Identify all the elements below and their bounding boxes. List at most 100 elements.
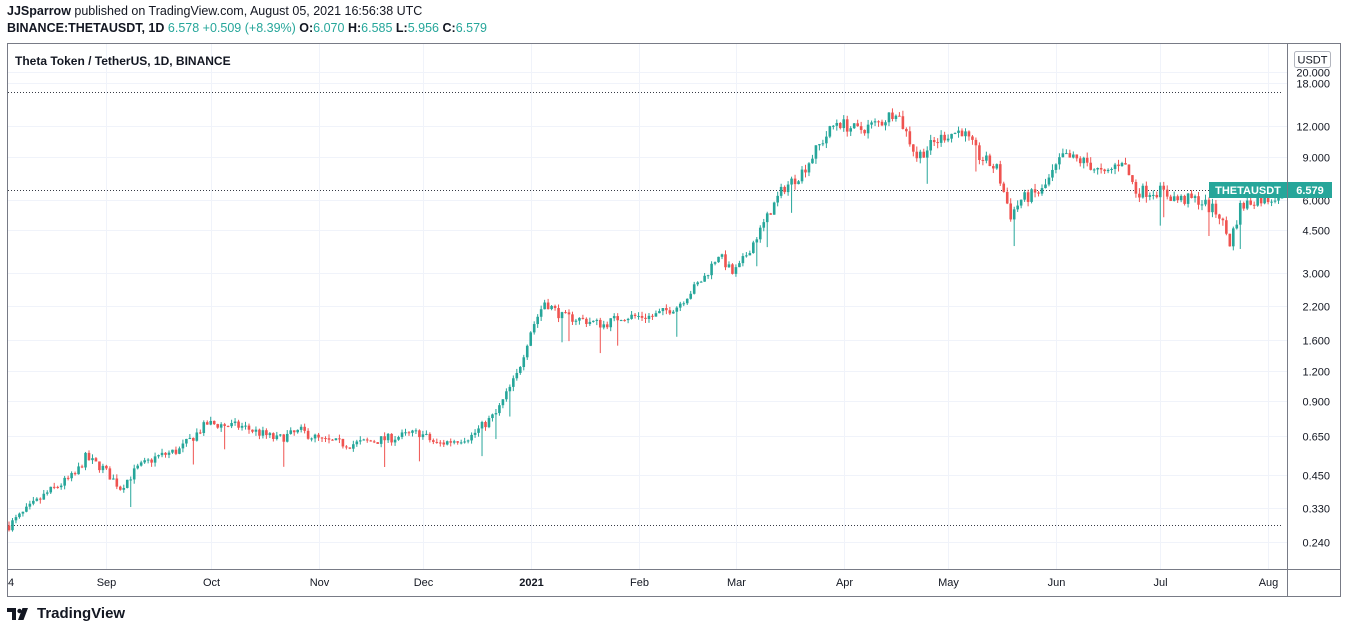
candle[interactable] bbox=[678, 301, 682, 312]
candle[interactable] bbox=[1145, 181, 1148, 203]
candle[interactable] bbox=[261, 426, 265, 439]
candle[interactable] bbox=[470, 432, 473, 444]
candle[interactable] bbox=[341, 438, 345, 449]
candle[interactable] bbox=[1197, 192, 1200, 210]
candle[interactable] bbox=[1005, 187, 1009, 205]
candle[interactable] bbox=[1228, 233, 1232, 247]
candle[interactable] bbox=[859, 121, 863, 134]
candle[interactable] bbox=[376, 441, 379, 444]
candle[interactable] bbox=[630, 311, 633, 320]
candle[interactable] bbox=[1089, 157, 1093, 171]
candle[interactable] bbox=[292, 430, 296, 436]
candle[interactable] bbox=[32, 496, 35, 506]
candle[interactable] bbox=[1221, 217, 1225, 226]
candle[interactable] bbox=[578, 317, 581, 325]
candle[interactable] bbox=[873, 118, 877, 127]
candle[interactable] bbox=[543, 299, 546, 310]
candle[interactable] bbox=[94, 456, 98, 462]
candle[interactable] bbox=[352, 440, 355, 452]
candle[interactable] bbox=[668, 306, 672, 316]
candle[interactable] bbox=[80, 464, 84, 469]
candle[interactable] bbox=[463, 437, 466, 444]
candle[interactable] bbox=[870, 120, 873, 129]
candle[interactable] bbox=[1245, 196, 1249, 211]
candle[interactable] bbox=[338, 434, 341, 444]
candle[interactable] bbox=[807, 162, 811, 177]
candle[interactable] bbox=[1193, 194, 1197, 203]
candle[interactable] bbox=[487, 415, 491, 429]
candle[interactable] bbox=[494, 408, 498, 440]
candle[interactable] bbox=[992, 163, 995, 174]
candle[interactable] bbox=[414, 428, 418, 434]
candle[interactable] bbox=[887, 111, 891, 127]
candle[interactable] bbox=[1019, 199, 1023, 209]
candle[interactable] bbox=[285, 430, 289, 443]
candle[interactable] bbox=[588, 317, 592, 326]
candle[interactable] bbox=[818, 143, 821, 151]
candle[interactable] bbox=[132, 464, 136, 484]
candle[interactable] bbox=[731, 263, 734, 275]
candle[interactable] bbox=[574, 318, 578, 326]
candle[interactable] bbox=[299, 424, 303, 433]
author-name[interactable]: JJSparrow bbox=[7, 4, 71, 18]
candle[interactable] bbox=[1058, 153, 1061, 170]
candle[interactable] bbox=[70, 471, 73, 482]
candle[interactable] bbox=[1190, 190, 1193, 199]
candle[interactable] bbox=[237, 419, 240, 430]
candle[interactable] bbox=[7, 521, 11, 532]
candle[interactable] bbox=[717, 256, 720, 263]
candle[interactable] bbox=[905, 127, 908, 137]
candle[interactable] bbox=[192, 437, 195, 465]
candle[interactable] bbox=[310, 437, 313, 442]
candle[interactable] bbox=[122, 484, 126, 493]
candle[interactable] bbox=[125, 479, 129, 489]
candle[interactable] bbox=[52, 482, 56, 490]
candle[interactable] bbox=[637, 312, 640, 320]
candle[interactable] bbox=[912, 144, 915, 157]
candle[interactable] bbox=[553, 304, 557, 311]
candle[interactable] bbox=[143, 457, 146, 464]
candle[interactable] bbox=[689, 290, 693, 300]
candle[interactable] bbox=[1026, 189, 1030, 207]
candle[interactable] bbox=[178, 446, 181, 455]
candle[interactable] bbox=[1204, 194, 1207, 207]
candle[interactable] bbox=[1270, 199, 1273, 207]
candle[interactable] bbox=[685, 298, 689, 306]
candle[interactable] bbox=[345, 445, 348, 450]
candle[interactable] bbox=[546, 298, 550, 310]
candle[interactable] bbox=[473, 429, 477, 438]
candle[interactable] bbox=[452, 439, 456, 445]
candle[interactable] bbox=[404, 428, 407, 436]
candle[interactable] bbox=[915, 146, 919, 162]
candle[interactable] bbox=[720, 253, 724, 260]
candle[interactable] bbox=[445, 440, 449, 446]
candle[interactable] bbox=[501, 399, 505, 409]
candle[interactable] bbox=[936, 138, 939, 149]
candle[interactable] bbox=[1110, 167, 1113, 174]
candle[interactable] bbox=[63, 475, 66, 490]
candle[interactable] bbox=[1152, 190, 1155, 200]
candle[interactable] bbox=[369, 439, 373, 442]
candle[interactable] bbox=[922, 148, 926, 158]
candle[interactable] bbox=[616, 313, 619, 346]
candle[interactable] bbox=[1082, 156, 1086, 169]
tradingview-brand[interactable]: TradingView bbox=[37, 605, 126, 622]
candle[interactable] bbox=[247, 423, 251, 434]
candle[interactable] bbox=[974, 137, 978, 172]
candle[interactable] bbox=[25, 503, 28, 513]
candle[interactable] bbox=[821, 139, 825, 147]
candle[interactable] bbox=[1235, 220, 1239, 230]
candle[interactable] bbox=[28, 500, 32, 510]
candle[interactable] bbox=[727, 261, 731, 268]
candle[interactable] bbox=[835, 119, 839, 131]
candle[interactable] bbox=[112, 474, 115, 480]
candle[interactable] bbox=[605, 321, 609, 330]
candle[interactable] bbox=[1078, 156, 1082, 167]
candle[interactable] bbox=[633, 312, 637, 319]
candle[interactable] bbox=[651, 313, 654, 320]
candle[interactable] bbox=[185, 438, 188, 447]
candle[interactable] bbox=[598, 317, 602, 354]
candle[interactable] bbox=[212, 420, 216, 426]
